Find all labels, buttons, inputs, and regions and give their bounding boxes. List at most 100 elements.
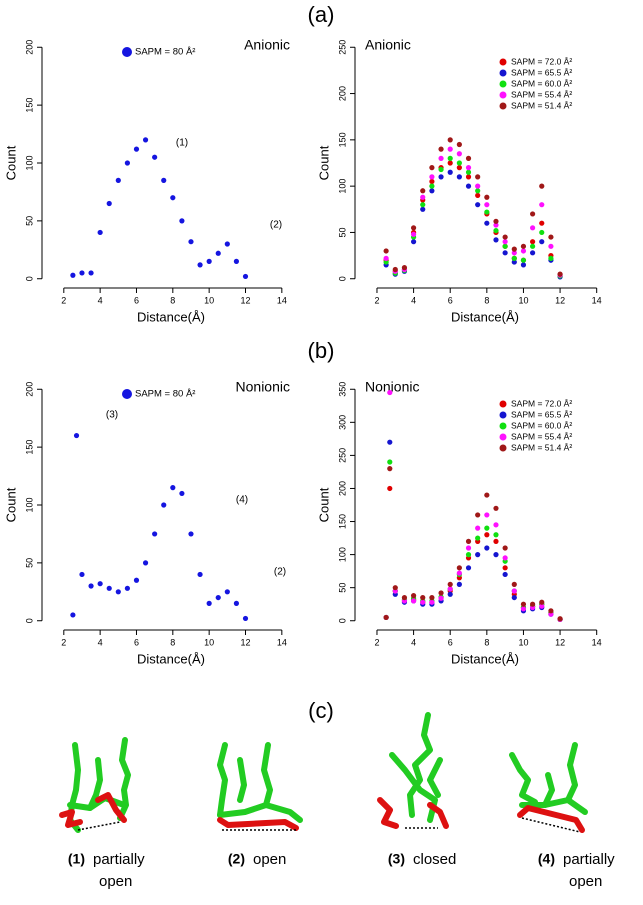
x-tick-label: 14 xyxy=(277,295,287,305)
point xyxy=(465,545,472,551)
point xyxy=(79,270,85,276)
x-axis-title: Distance(Å) xyxy=(451,651,519,666)
y-tick-label: 200 xyxy=(337,481,347,496)
point xyxy=(456,151,462,157)
y-tick-label: 250 xyxy=(337,40,347,55)
point xyxy=(548,243,554,249)
x-tick-label: 8 xyxy=(484,295,489,305)
point xyxy=(456,165,462,171)
x-tick-label: 2 xyxy=(374,637,379,647)
point xyxy=(392,266,398,273)
y-tick-label: 50 xyxy=(337,227,347,237)
point xyxy=(456,570,462,576)
point xyxy=(465,174,472,180)
point xyxy=(511,246,517,252)
annotation: (1) xyxy=(176,138,188,149)
point xyxy=(170,485,176,491)
point xyxy=(161,177,167,183)
point xyxy=(548,608,554,614)
point xyxy=(493,552,499,558)
point xyxy=(456,174,462,180)
legend-label: SAPM = 55.4 Å² xyxy=(511,89,572,99)
point xyxy=(484,194,490,200)
point xyxy=(115,177,121,183)
point xyxy=(511,594,517,601)
x-tick-label: 8 xyxy=(170,637,175,647)
x-tick-label: 10 xyxy=(204,295,214,305)
legend-marker xyxy=(499,422,507,430)
x-tick-label: 12 xyxy=(240,295,250,305)
plot-label: Anionic xyxy=(365,37,411,53)
point xyxy=(383,614,389,621)
point xyxy=(420,594,426,601)
point xyxy=(475,535,481,541)
point xyxy=(456,141,462,148)
point xyxy=(438,174,444,180)
point xyxy=(539,220,545,226)
legend-label: SAPM = 60.0 Å² xyxy=(511,78,572,88)
point xyxy=(493,532,499,538)
x-tick-label: 4 xyxy=(98,637,103,647)
point xyxy=(124,160,130,166)
y-tick-label: 50 xyxy=(24,216,34,226)
point xyxy=(420,188,426,194)
point xyxy=(133,577,140,583)
x-tick-label: 8 xyxy=(484,637,489,647)
molecule-3 xyxy=(377,712,449,829)
molecule-4 xyxy=(509,742,588,833)
legend-label: SAPM = 65.5 Å² xyxy=(511,67,572,77)
point xyxy=(215,594,221,601)
point xyxy=(502,565,508,571)
point xyxy=(383,259,389,265)
point xyxy=(188,531,194,537)
point xyxy=(383,255,389,261)
y-tick-label: 0 xyxy=(24,618,34,623)
x-tick-label: 10 xyxy=(204,637,214,647)
point xyxy=(502,250,508,256)
point xyxy=(97,581,103,587)
legend-marker xyxy=(499,411,507,419)
x-tick-label: 2 xyxy=(61,295,66,305)
point xyxy=(387,466,393,472)
point xyxy=(447,146,453,152)
point xyxy=(429,183,435,189)
point xyxy=(152,154,158,160)
x-axis-title: Distance(Å) xyxy=(137,651,205,666)
structure-number: (1) xyxy=(68,851,85,867)
point xyxy=(493,218,499,224)
legend-marker xyxy=(499,102,507,110)
point xyxy=(530,211,536,217)
y-axis-title: Count xyxy=(3,487,18,522)
point xyxy=(410,598,417,604)
y-axis-title: Count xyxy=(316,487,331,522)
point xyxy=(142,137,149,143)
point xyxy=(420,194,426,200)
y-tick-label: 150 xyxy=(24,98,34,113)
y-tick-label: 150 xyxy=(24,440,34,455)
point xyxy=(502,545,508,551)
point xyxy=(493,505,499,511)
point xyxy=(401,594,408,601)
point xyxy=(530,243,536,249)
plot-label: Anionic xyxy=(244,37,290,53)
y-tick-label: 300 xyxy=(337,415,347,430)
point xyxy=(456,160,462,166)
point xyxy=(484,532,490,538)
structure-number: (3) xyxy=(388,851,405,867)
point xyxy=(502,555,508,561)
point xyxy=(438,146,444,152)
y-axis-title: Count xyxy=(3,145,18,180)
legend-label: SAPM = 80 Å² xyxy=(135,47,195,58)
point xyxy=(188,239,194,245)
point xyxy=(447,137,453,143)
point xyxy=(465,552,472,558)
point xyxy=(224,241,230,247)
point xyxy=(420,202,426,208)
point xyxy=(520,248,527,254)
point xyxy=(392,585,398,591)
point xyxy=(475,525,481,531)
point xyxy=(447,160,453,166)
point xyxy=(215,250,221,256)
point xyxy=(438,595,444,601)
x-tick-label: 10 xyxy=(518,637,528,647)
